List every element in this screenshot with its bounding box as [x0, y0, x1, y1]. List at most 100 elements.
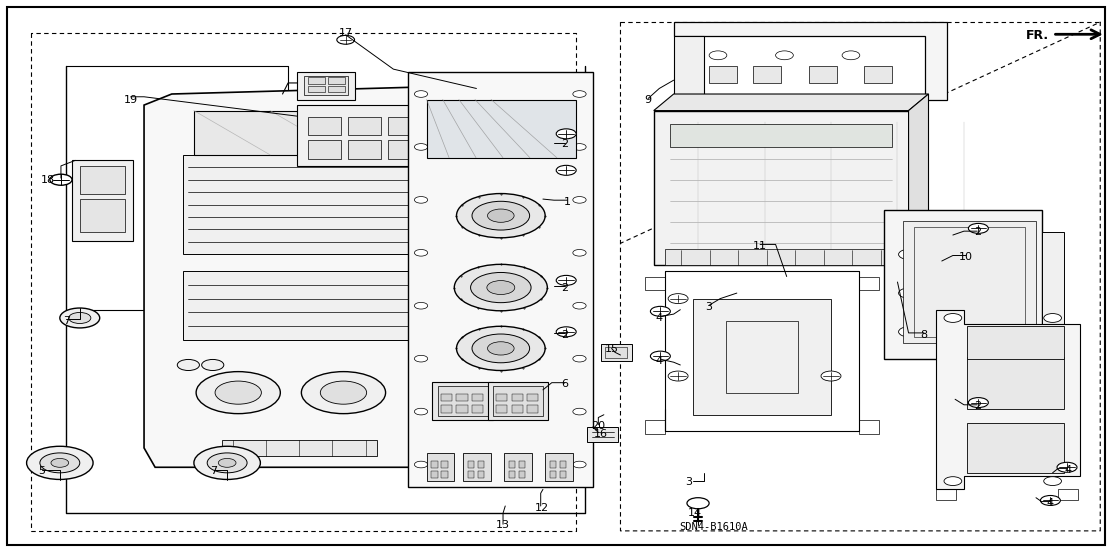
Text: 12: 12 [535, 503, 548, 513]
Circle shape [418, 372, 502, 414]
Polygon shape [936, 310, 1080, 489]
Bar [864, 66, 892, 83]
Bar [468, 461, 474, 468]
Circle shape [1044, 314, 1061, 322]
Bar [297, 105, 476, 166]
Circle shape [573, 461, 586, 468]
Bar [328, 77, 345, 84]
Bar [550, 461, 556, 468]
Bar [308, 77, 325, 84]
Bar [478, 471, 484, 478]
Bar [527, 394, 538, 401]
Circle shape [482, 359, 504, 371]
Bar [753, 66, 781, 83]
Circle shape [687, 498, 709, 509]
Circle shape [456, 326, 545, 371]
Circle shape [414, 196, 428, 203]
Text: 7: 7 [63, 316, 70, 326]
Bar [509, 461, 515, 468]
Circle shape [202, 359, 224, 371]
Circle shape [650, 351, 670, 361]
Circle shape [50, 174, 72, 185]
Circle shape [556, 275, 576, 285]
Text: SDN4-B1610A: SDN4-B1610A [679, 522, 748, 532]
Text: 14: 14 [688, 508, 701, 518]
Circle shape [196, 372, 280, 414]
Bar [478, 461, 484, 468]
Circle shape [410, 119, 476, 152]
Circle shape [437, 381, 483, 404]
Text: 3: 3 [686, 477, 692, 487]
Bar [348, 140, 381, 159]
Circle shape [1009, 327, 1029, 337]
Bar [523, 140, 552, 159]
Bar [488, 382, 548, 420]
Bar [504, 453, 532, 481]
Bar [388, 140, 421, 159]
Circle shape [668, 371, 688, 381]
Polygon shape [909, 94, 929, 265]
Circle shape [27, 446, 93, 479]
Circle shape [69, 312, 91, 324]
Text: 20: 20 [592, 421, 605, 431]
Circle shape [709, 51, 727, 60]
Bar [441, 461, 448, 468]
Bar [493, 386, 543, 416]
Bar [80, 199, 125, 232]
Text: 2: 2 [562, 283, 568, 293]
Bar [308, 117, 341, 135]
Circle shape [194, 446, 260, 479]
Circle shape [944, 477, 962, 486]
Bar [297, 72, 355, 100]
Bar [967, 423, 1064, 473]
Bar [432, 382, 493, 420]
Circle shape [207, 453, 247, 473]
Text: 3: 3 [706, 302, 712, 312]
Bar [560, 471, 566, 478]
Circle shape [414, 144, 428, 150]
Bar [304, 76, 348, 95]
Text: 8: 8 [921, 330, 927, 340]
Bar [472, 394, 483, 401]
Bar [72, 160, 133, 241]
Bar [348, 117, 381, 135]
Text: 1: 1 [564, 197, 571, 207]
Bar [328, 86, 345, 92]
Text: 2: 2 [974, 227, 981, 237]
Circle shape [1057, 462, 1077, 472]
Text: 9: 9 [645, 95, 652, 105]
Circle shape [488, 342, 514, 355]
Bar [936, 489, 956, 500]
Text: 4: 4 [1047, 498, 1054, 508]
Bar [468, 471, 474, 478]
Bar [1058, 489, 1078, 500]
Text: 18: 18 [41, 175, 54, 185]
Circle shape [414, 249, 428, 256]
Bar [519, 471, 525, 478]
Bar [903, 221, 1036, 343]
Circle shape [573, 356, 586, 362]
Bar [222, 440, 377, 456]
Circle shape [472, 334, 530, 363]
Bar [431, 461, 438, 468]
Text: 6: 6 [562, 379, 568, 389]
Circle shape [899, 327, 919, 337]
Circle shape [573, 302, 586, 309]
Bar [427, 453, 454, 481]
Circle shape [218, 458, 236, 467]
Circle shape [414, 302, 428, 309]
Circle shape [842, 51, 860, 60]
Text: 17: 17 [339, 28, 352, 38]
Bar [509, 471, 515, 478]
Bar [601, 344, 632, 361]
Circle shape [454, 264, 547, 311]
Bar [527, 405, 538, 413]
Bar [80, 166, 125, 194]
Bar [519, 461, 525, 468]
Circle shape [944, 314, 962, 322]
Circle shape [668, 294, 688, 304]
Bar [308, 86, 325, 92]
Circle shape [486, 280, 515, 295]
Bar [884, 210, 1042, 359]
Circle shape [573, 91, 586, 97]
